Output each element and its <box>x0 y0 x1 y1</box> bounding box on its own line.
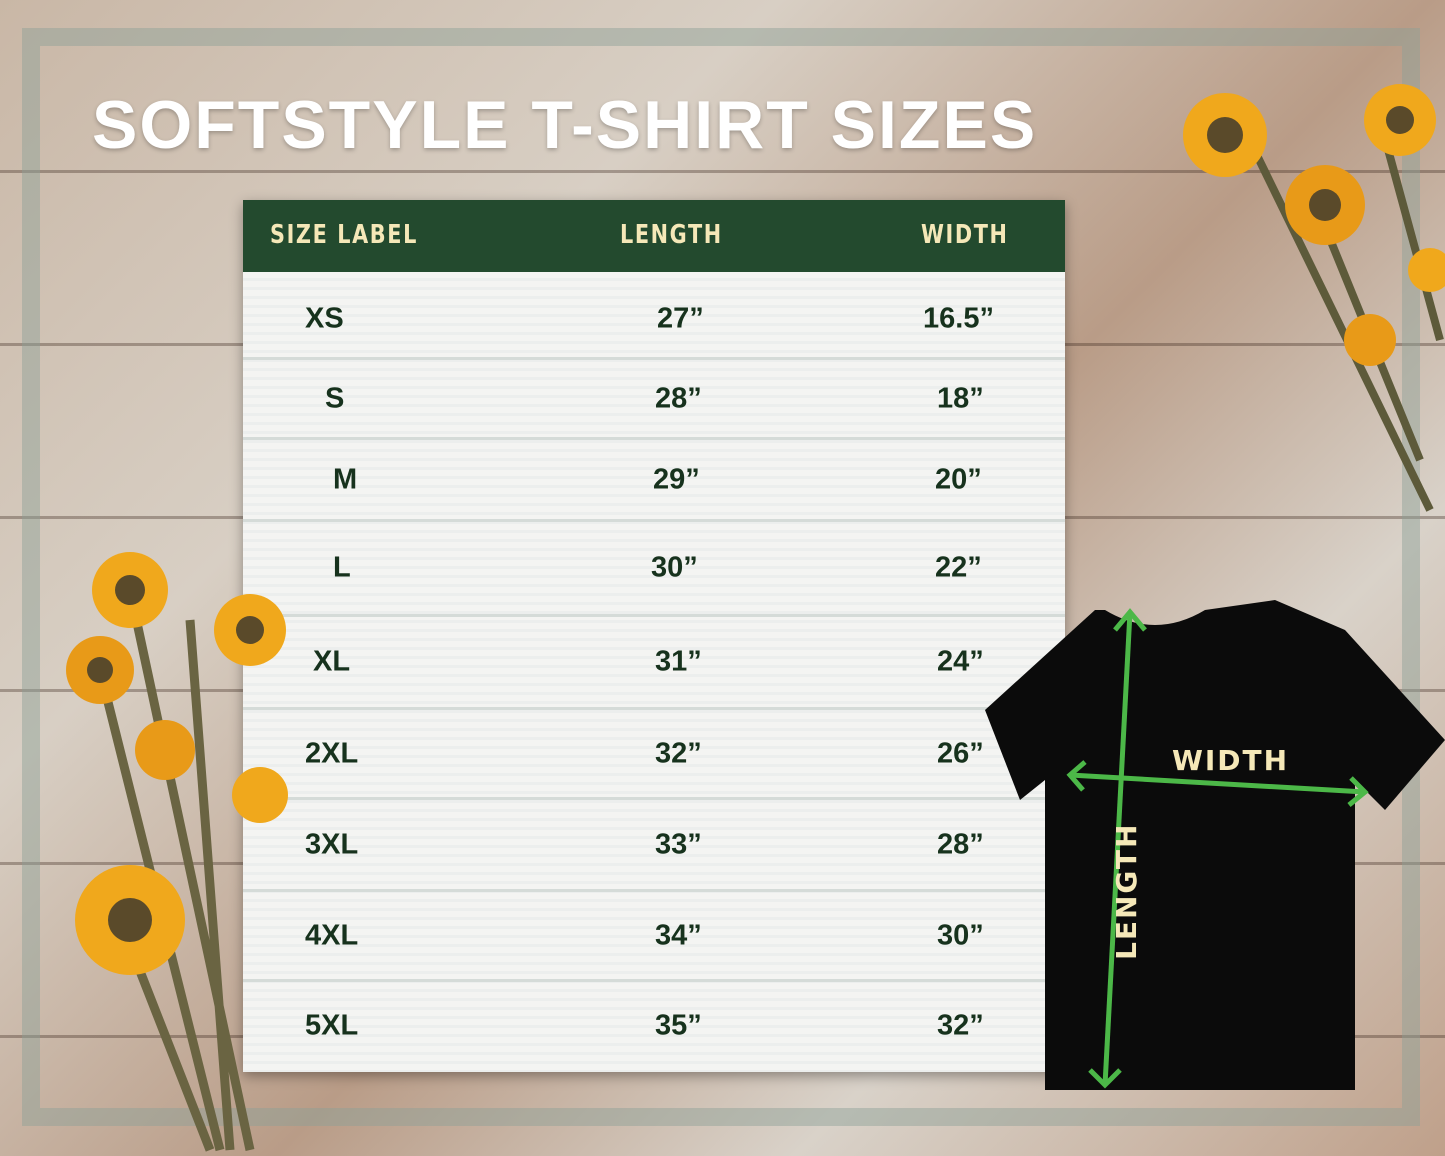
cell-width: 32” <box>937 1009 984 1041</box>
cell-length: 30” <box>651 551 698 584</box>
width-label: WIDTH <box>1172 744 1290 777</box>
cell-size: L <box>333 551 351 584</box>
cell-width: 20” <box>935 463 982 495</box>
celtic-knot-border <box>22 28 1420 1126</box>
cell-length: 27” <box>657 302 704 334</box>
cell-width: 28” <box>937 828 984 860</box>
table-row: S 28” 18” <box>243 360 1065 440</box>
table-row: 3XL 33” 28” <box>243 800 1065 892</box>
cell-size: XL <box>313 645 351 678</box>
cell-width: 30” <box>937 919 984 951</box>
cell-length: 34” <box>655 919 702 951</box>
cell-length: 29” <box>653 463 700 495</box>
cell-size: M <box>333 463 358 495</box>
length-label: LENGTH <box>1110 822 1143 960</box>
cell-width: 18” <box>937 382 984 414</box>
sunflowers-left <box>66 552 288 1152</box>
table-row: L 30” 22” <box>243 522 1065 617</box>
table-row: XS 27” 16.5” <box>243 280 1065 360</box>
cell-width: 22” <box>935 551 982 584</box>
cell-size: 4XL <box>305 919 359 951</box>
table-row: 2XL 32” 26” <box>243 710 1065 800</box>
table-row: 4XL 34” 30” <box>243 892 1065 982</box>
table-row: XL 31” 24” <box>243 617 1065 710</box>
cell-size: 2XL <box>305 737 359 769</box>
table-row: 5XL 35” 32” <box>243 982 1065 1069</box>
page-title: SOFTSTYLE T-SHIRT SIZES <box>92 87 1038 163</box>
cell-size: 5XL <box>305 1009 359 1041</box>
cell-size: XS <box>305 302 344 334</box>
cell-length: 35” <box>655 1009 702 1041</box>
cell-size: 3XL <box>305 828 359 860</box>
cell-length: 31” <box>655 645 702 678</box>
header-width: WIDTH <box>921 220 1009 250</box>
sunflowers-right <box>1183 84 1445 512</box>
table-header: SIZE LABEL LENGTH WIDTH <box>243 200 1065 272</box>
cell-width: 16.5” <box>923 302 994 334</box>
cell-length: 28” <box>655 382 702 414</box>
tshirt-diagram <box>985 600 1445 1090</box>
cell-size: S <box>325 382 345 414</box>
cell-length: 33” <box>655 828 702 860</box>
measurement-arrows <box>1066 608 1369 1089</box>
header-size-label: SIZE LABEL <box>270 220 418 250</box>
cell-width: 26” <box>937 737 984 769</box>
table-row: M 29” 20” <box>243 440 1065 522</box>
header-length: LENGTH <box>620 220 723 250</box>
cell-length: 32” <box>655 737 702 769</box>
cell-width: 24” <box>937 645 984 678</box>
size-table: SIZE LABEL LENGTH WIDTH XS 27” 16.5” S 28” 18… <box>243 200 1065 1072</box>
